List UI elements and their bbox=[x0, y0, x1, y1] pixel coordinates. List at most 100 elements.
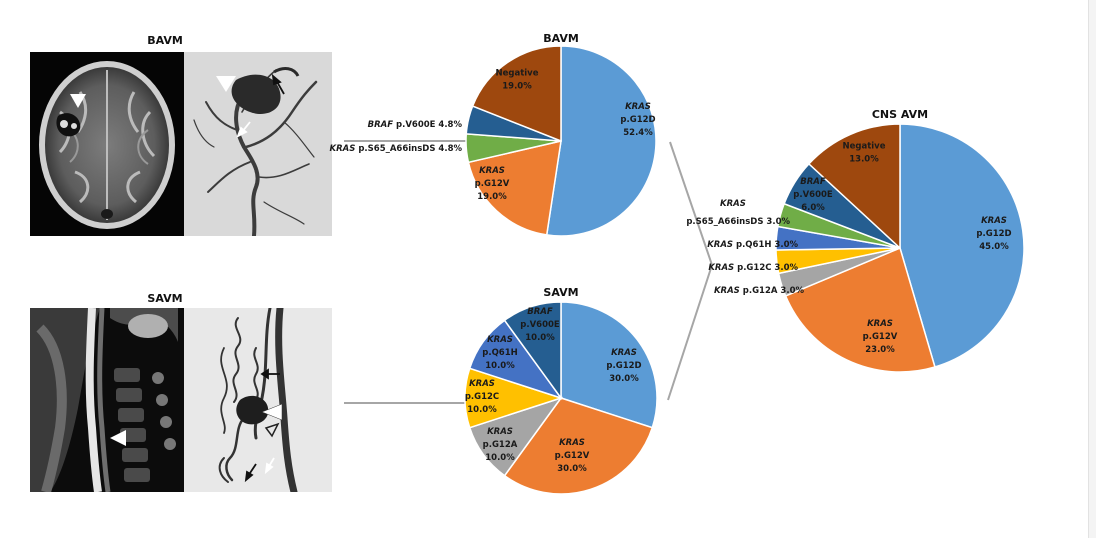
value-label: 19.0% bbox=[477, 192, 507, 202]
gene-label: BRAF bbox=[527, 307, 553, 317]
slice-label: KRAS p.S65_A66insDS 4.8% bbox=[330, 144, 463, 154]
variant-label: Negative bbox=[496, 69, 539, 79]
value-label: 45.0% bbox=[979, 242, 1009, 252]
arrowhead-icon bbox=[261, 403, 283, 421]
savm-angiogram-image bbox=[184, 308, 332, 492]
variant-label: p.G12V bbox=[863, 332, 898, 342]
pie-slice-negative bbox=[807, 123, 901, 250]
value-label: 30.0% bbox=[609, 374, 639, 384]
bavm-axial-mri-image bbox=[30, 52, 184, 236]
variant-label: p.G12A bbox=[483, 440, 518, 450]
slice-label: KRAS p.G12C 3.0% bbox=[708, 263, 798, 273]
value-label: 10.0% bbox=[485, 361, 515, 371]
slice-label: KRAS p.G12V 19.0% bbox=[475, 166, 510, 202]
pie-slice-g12d bbox=[560, 301, 658, 429]
value-label: 10.0% bbox=[525, 333, 555, 343]
value-label: 6.0% bbox=[801, 203, 825, 213]
variant-label: p.G12C 3.0% bbox=[737, 263, 798, 273]
pie-slice-g12v bbox=[503, 397, 654, 495]
gene-label: KRAS bbox=[707, 240, 736, 250]
slice-label: Negative 13.0% bbox=[843, 142, 886, 165]
gene-label: KRAS bbox=[487, 335, 513, 345]
page-edge bbox=[1088, 0, 1096, 538]
slice-label: Negative 19.0% bbox=[496, 69, 539, 92]
pie-slice-g12d bbox=[545, 45, 657, 237]
variant-label: p.S65_A66insDS 3.0% bbox=[686, 217, 790, 227]
variant-label: p.V600E bbox=[793, 190, 833, 200]
arrow-icon bbox=[260, 368, 280, 380]
slice-label: KRAS p.G12D 52.4% bbox=[620, 102, 655, 138]
gene-label: KRAS bbox=[708, 263, 737, 273]
slice-label: KRAS p.G12D 30.0% bbox=[606, 348, 641, 384]
slice-label: KRAS p.G12V 30.0% bbox=[555, 438, 590, 474]
variant-label: p.Q61H 3.0% bbox=[736, 240, 798, 250]
pie-slice-g12v bbox=[467, 140, 562, 236]
variant-label: p.V600E bbox=[520, 320, 560, 330]
savm-panel-title: SAVM bbox=[147, 292, 183, 305]
bavm-panel-title: BAVM bbox=[147, 34, 183, 47]
slice-label: KRAS p.Q61H 10.0% bbox=[482, 335, 517, 371]
chart-title: CNS AVM bbox=[872, 108, 928, 121]
gene-label: BRAF bbox=[800, 177, 826, 187]
value-label: 30.0% bbox=[557, 464, 587, 474]
pie-slice-g12v bbox=[784, 246, 936, 373]
arrow-icon bbox=[271, 73, 285, 95]
gene-label: KRAS bbox=[479, 166, 505, 176]
variant-label: p.G12V bbox=[475, 179, 510, 189]
arrowhead-icon bbox=[110, 430, 126, 446]
variant-label: p.V600E 4.8% bbox=[396, 120, 462, 130]
variant-label: p.G12D bbox=[620, 115, 655, 125]
chart-title: SAVM bbox=[543, 286, 578, 299]
gene-label: KRAS bbox=[611, 348, 637, 358]
pie-slice-braf bbox=[503, 301, 562, 401]
variant-label: p.G12C bbox=[465, 392, 499, 402]
slice-label: KRAS p.G12A 10.0% bbox=[483, 427, 518, 463]
slice-label: KRAS p.G12D 45.0% bbox=[976, 216, 1011, 252]
gene-label: KRAS bbox=[487, 427, 513, 437]
slice-label: BRAF p.V600E 4.8% bbox=[368, 120, 463, 130]
merge-connector bbox=[667, 141, 714, 401]
value-label: 13.0% bbox=[849, 155, 879, 165]
gene-label: KRAS bbox=[625, 102, 651, 112]
variant-label: p.G12D bbox=[606, 361, 641, 371]
gene-label: KRAS bbox=[720, 199, 746, 209]
slice-label: KRAS p.Q61H 3.0% bbox=[707, 240, 798, 250]
slice-label: BRAF p.V600E 6.0% bbox=[793, 177, 833, 213]
variant-label: p.G12D bbox=[976, 229, 1011, 239]
pie-slice-negative bbox=[471, 45, 562, 143]
slice-label: KRAS p.G12C 10.0% bbox=[465, 379, 499, 415]
open-arrowhead-icon bbox=[264, 422, 280, 438]
variant-label: p.G12A 3.0% bbox=[743, 286, 805, 296]
value-label: 10.0% bbox=[467, 405, 497, 415]
slice-label: KRAS p.G12A 3.0% bbox=[714, 286, 805, 296]
gene-label: KRAS bbox=[559, 438, 585, 448]
chart-title: BAVM bbox=[543, 32, 579, 45]
value-label: 19.0% bbox=[502, 82, 532, 92]
pie-chart-1: SAVM KRAS p.G12D 30.0% KRAS p.G12V 30.0% KRAS p.… bbox=[464, 286, 658, 495]
slice-label: KRAS p.G12V 23.0% bbox=[863, 319, 898, 355]
variant-label: p.G12V bbox=[555, 451, 590, 461]
pie-slice-g12d bbox=[899, 123, 1025, 368]
arrow-icon bbox=[244, 463, 257, 483]
slice-label: BRAF p.V600E 10.0% bbox=[520, 307, 560, 343]
gene-label: KRAS bbox=[867, 319, 893, 329]
gene-label: BRAF bbox=[368, 120, 396, 130]
variant-label: Negative bbox=[843, 142, 886, 152]
bavm-nidus-shape bbox=[56, 113, 81, 137]
value-label: 10.0% bbox=[485, 453, 515, 463]
gene-label: KRAS bbox=[469, 379, 495, 389]
variant-label: p.S65_A66insDS 4.8% bbox=[358, 144, 462, 154]
value-label: 52.4% bbox=[623, 128, 653, 138]
variant-label: p.Q61H bbox=[482, 348, 517, 358]
arrowhead-icon bbox=[70, 94, 86, 108]
gene-label: KRAS bbox=[981, 216, 1007, 226]
bavm-angiogram-image bbox=[184, 52, 332, 236]
gene-label: KRAS bbox=[714, 286, 743, 296]
arrow-icon bbox=[236, 121, 251, 138]
value-label: 23.0% bbox=[865, 345, 895, 355]
arrowhead-icon bbox=[216, 76, 236, 92]
